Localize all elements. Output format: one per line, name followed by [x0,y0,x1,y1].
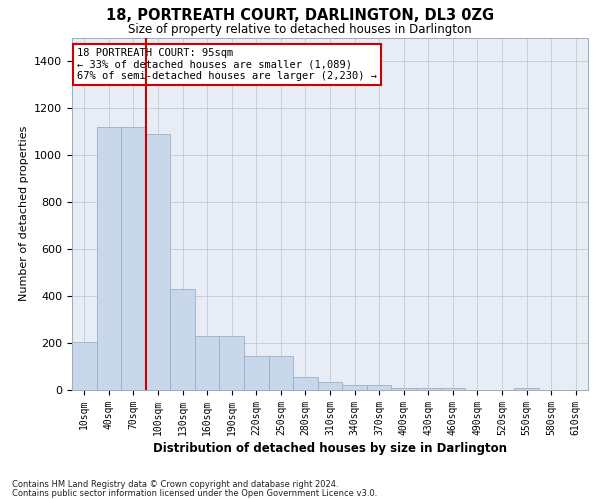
Bar [318,382,342,390]
Bar [514,388,539,390]
Bar [195,336,220,390]
Bar [342,386,367,390]
Text: 18, PORTREATH COURT, DARLINGTON, DL3 0ZG: 18, PORTREATH COURT, DARLINGTON, DL3 0ZG [106,8,494,22]
Bar [146,134,170,390]
Bar [367,386,391,390]
Bar [121,127,146,390]
Bar [440,388,465,390]
Bar [170,289,195,390]
Bar [391,388,416,390]
Bar [72,342,97,390]
Text: Contains HM Land Registry data © Crown copyright and database right 2024.: Contains HM Land Registry data © Crown c… [12,480,338,489]
Bar [269,356,293,390]
Bar [416,388,440,390]
Text: Size of property relative to detached houses in Darlington: Size of property relative to detached ho… [128,22,472,36]
Text: Contains public sector information licensed under the Open Government Licence v3: Contains public sector information licen… [12,489,377,498]
Bar [293,377,318,390]
X-axis label: Distribution of detached houses by size in Darlington: Distribution of detached houses by size … [153,442,507,455]
Bar [220,336,244,390]
Bar [97,127,121,390]
Y-axis label: Number of detached properties: Number of detached properties [19,126,29,302]
Text: 18 PORTREATH COURT: 95sqm
← 33% of detached houses are smaller (1,089)
67% of se: 18 PORTREATH COURT: 95sqm ← 33% of detac… [77,48,377,82]
Bar [244,356,269,390]
